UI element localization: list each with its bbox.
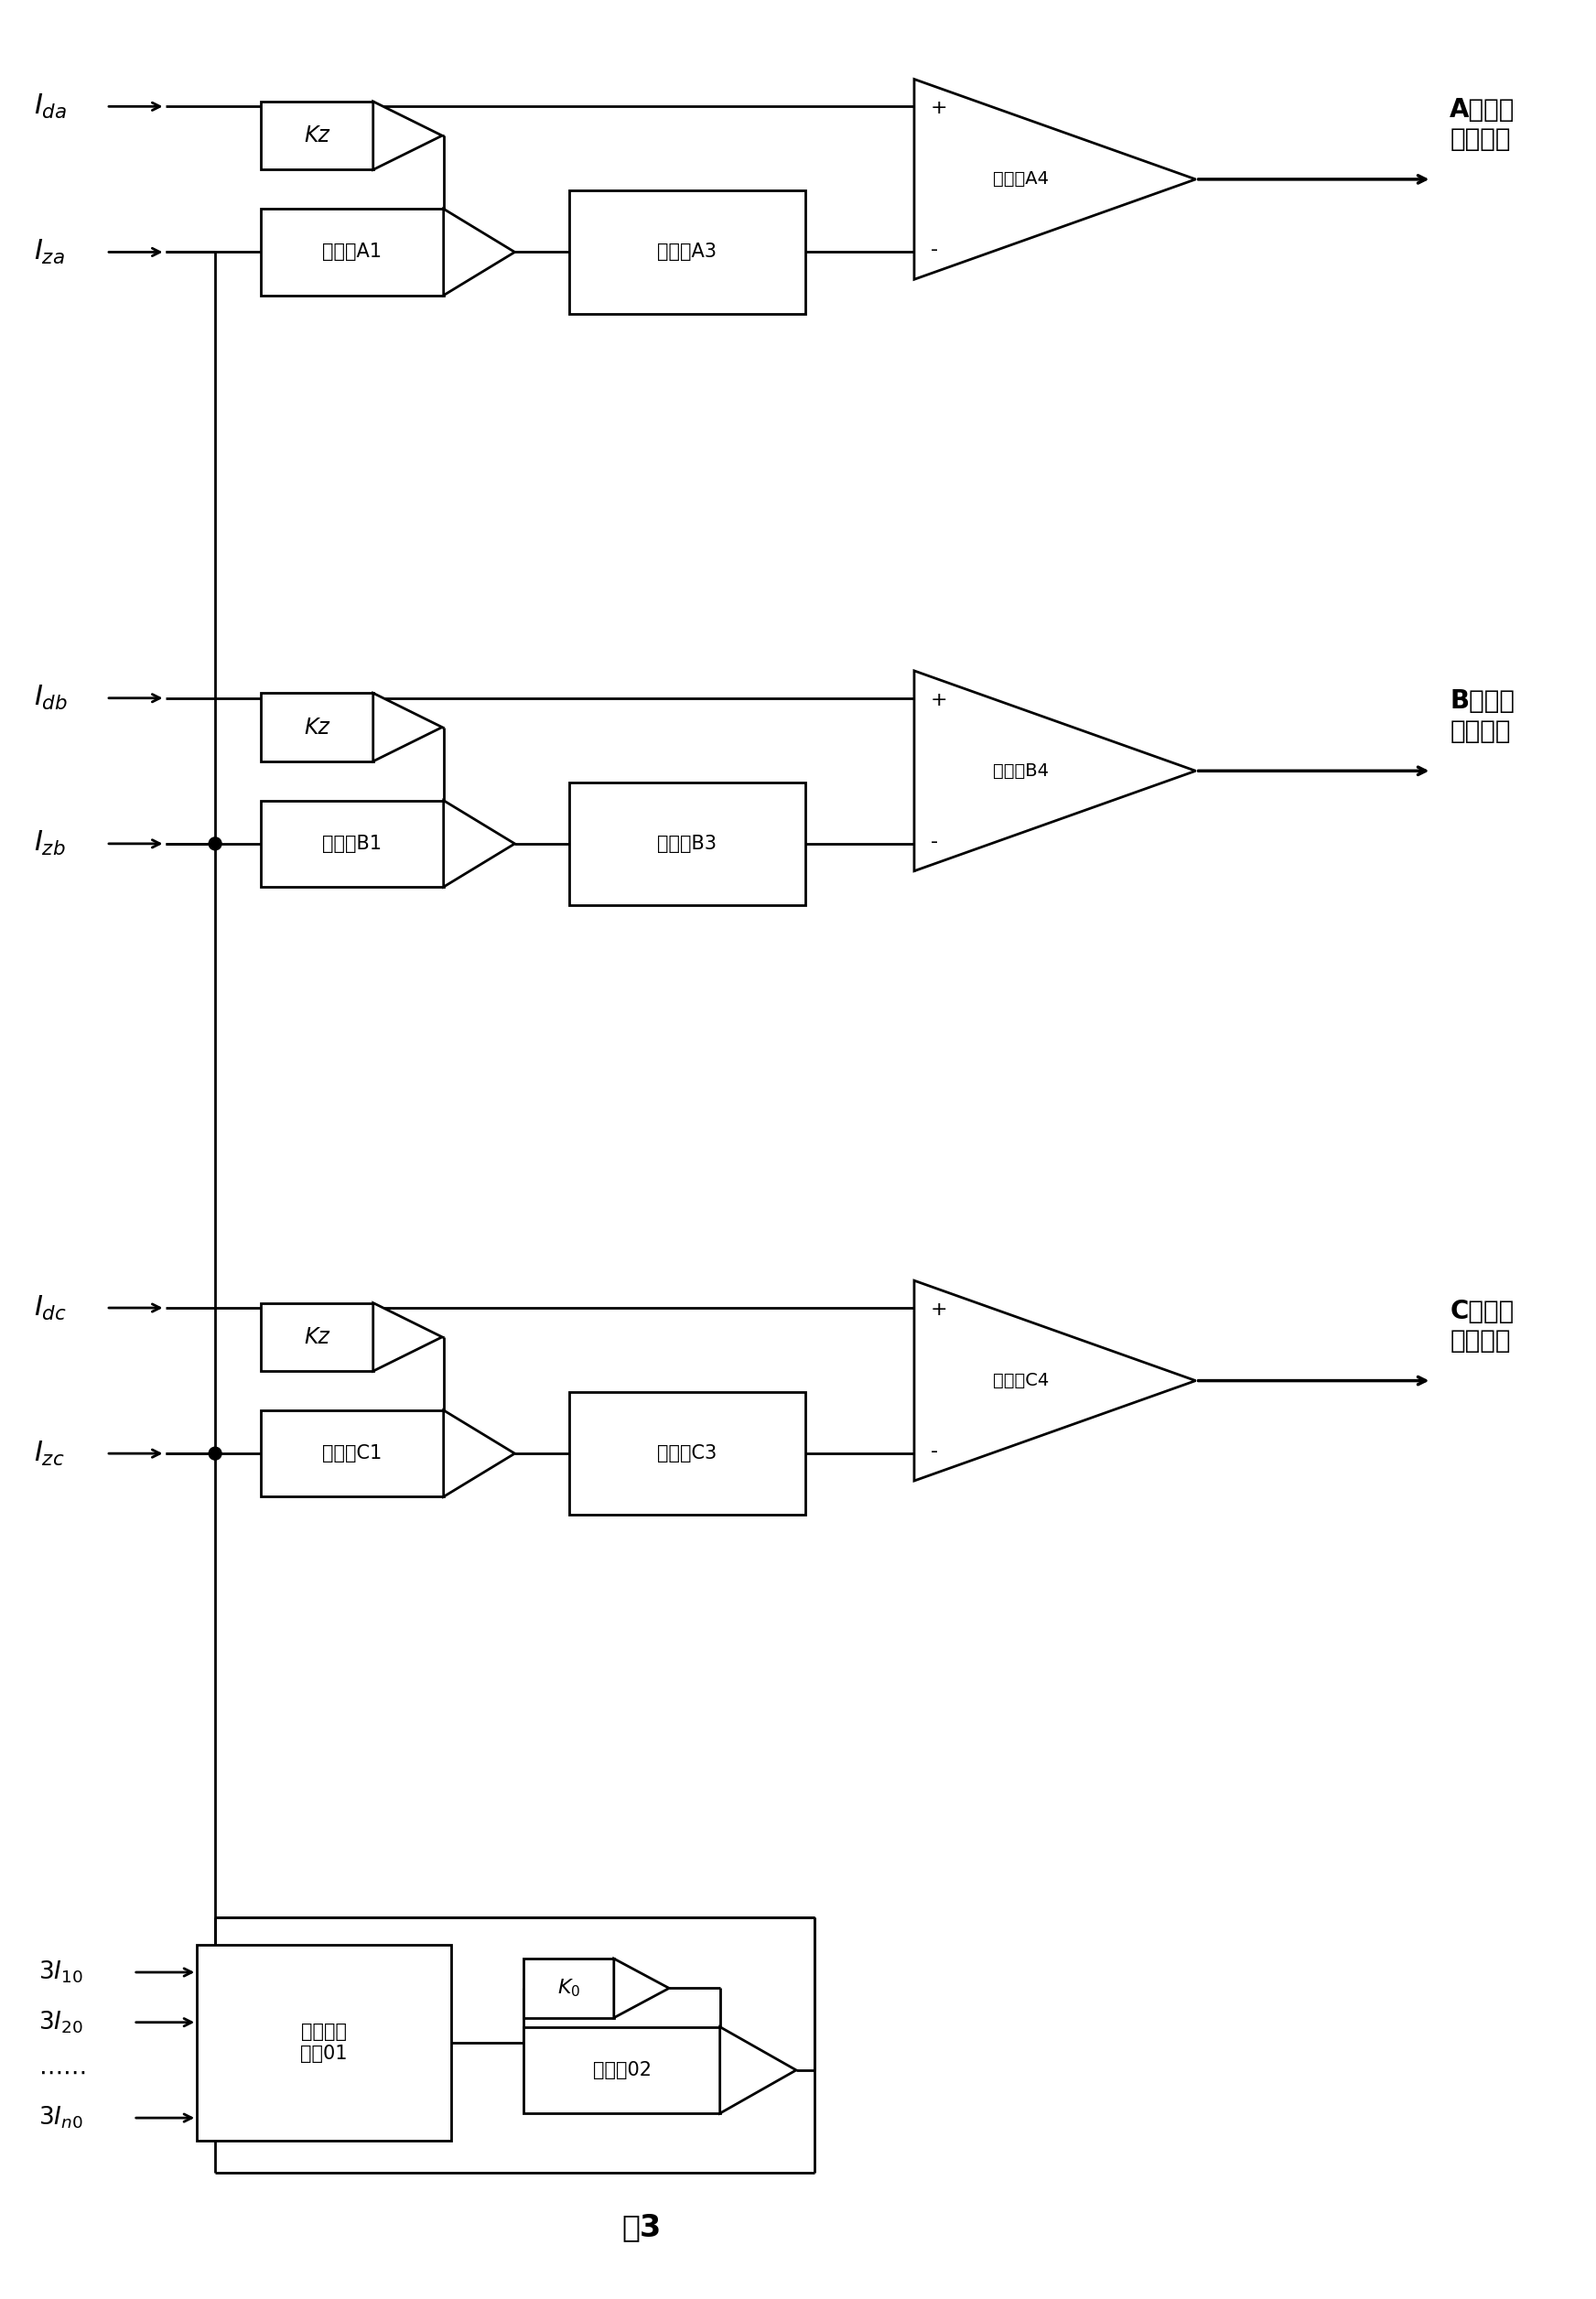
Polygon shape [444, 1409, 516, 1497]
Text: Kz: Kz [305, 1327, 330, 1347]
Text: $K_0$: $K_0$ [557, 1977, 581, 2000]
Text: $I_{db}$: $I_{db}$ [34, 683, 67, 713]
Text: 加法器B3: 加法器B3 [658, 835, 717, 853]
Polygon shape [614, 1959, 669, 2019]
Text: $3I_{20}$: $3I_{20}$ [38, 2009, 83, 2035]
Text: $I_{dc}$: $I_{dc}$ [34, 1294, 67, 1322]
Text: 乘法器B1: 乘法器B1 [322, 835, 381, 853]
Polygon shape [915, 671, 1195, 871]
Text: A相比差
动作信号: A相比差 动作信号 [1449, 97, 1515, 152]
Bar [260, 209, 444, 294]
Circle shape [209, 837, 222, 851]
Text: 乘法器A1: 乘法器A1 [322, 244, 381, 262]
Text: Kz: Kz [305, 717, 330, 738]
Text: $I_{da}$: $I_{da}$ [34, 92, 67, 122]
Text: +: + [930, 1301, 948, 1320]
Text: -: - [930, 1441, 938, 1460]
Text: $3I_{n0}$: $3I_{n0}$ [38, 2106, 83, 2131]
Text: $I_{za}$: $I_{za}$ [34, 237, 64, 267]
Text: 加法器A3: 加法器A3 [658, 244, 717, 262]
Text: -: - [930, 241, 938, 260]
Polygon shape [915, 1281, 1195, 1481]
Circle shape [209, 1446, 222, 1460]
Text: $I_{zb}$: $I_{zb}$ [34, 830, 65, 858]
Polygon shape [373, 692, 442, 761]
Bar [260, 692, 373, 761]
Text: $\cdots\cdots$: $\cdots\cdots$ [38, 2060, 85, 2085]
Text: 乘法器C1: 乘法器C1 [322, 1444, 381, 1462]
Text: 加法器C3: 加法器C3 [658, 1444, 717, 1462]
Polygon shape [373, 1304, 442, 1370]
Text: $I_{zc}$: $I_{zc}$ [34, 1439, 64, 1467]
Bar [260, 1409, 444, 1497]
Bar [570, 782, 806, 906]
Text: $3I_{10}$: $3I_{10}$ [38, 1959, 83, 1986]
Text: Kz: Kz [305, 124, 330, 147]
Polygon shape [373, 101, 442, 170]
Text: 图3: 图3 [622, 2212, 662, 2242]
Text: +: + [930, 690, 948, 708]
Text: 乘法器02: 乘法器02 [592, 2060, 651, 2078]
Text: 比较器A4: 比较器A4 [993, 170, 1049, 189]
Bar [196, 1945, 452, 2140]
Bar [260, 1304, 373, 1370]
Bar [570, 1393, 806, 1515]
Polygon shape [915, 78, 1195, 280]
Text: B相比差
动作信号: B相比差 动作信号 [1449, 690, 1515, 745]
Polygon shape [720, 2028, 796, 2113]
Bar [523, 1959, 614, 2019]
Text: 求最大值
电路01: 求最大值 电路01 [300, 2023, 348, 2062]
Bar [523, 2028, 720, 2113]
Bar [570, 191, 806, 313]
Text: -: - [930, 832, 938, 851]
Bar [260, 101, 373, 170]
Polygon shape [444, 209, 516, 294]
Text: +: + [930, 99, 948, 117]
Text: 比较器B4: 比较器B4 [993, 763, 1049, 779]
Polygon shape [444, 800, 516, 887]
Text: 比较器C4: 比较器C4 [993, 1373, 1049, 1389]
Bar [260, 800, 444, 887]
Text: C相比差
动作信号: C相比差 动作信号 [1449, 1299, 1515, 1354]
